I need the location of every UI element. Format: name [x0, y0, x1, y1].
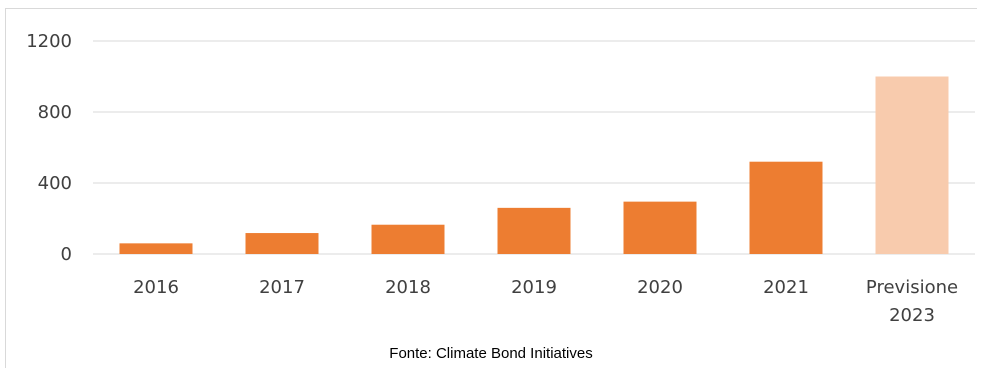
x-tick-label: Previsione 2023 [866, 277, 958, 326]
chart-source-note: Fonte: Climate Bond Initiatives [389, 345, 592, 362]
x-tick-label: 2017 [259, 277, 305, 298]
y-tick-label: 800 [38, 102, 72, 123]
x-tick-label: 2020 [637, 277, 683, 298]
y-tick-label: 0 [61, 244, 72, 265]
bar-previsione-2023 [875, 76, 949, 254]
y-tick-label: 1200 [26, 31, 72, 52]
x-axis-tick-labels: 2016 2017 2018 2019 2020 2021 Previsione 2023 [133, 277, 958, 326]
bar-2020 [623, 201, 697, 254]
y-tick-label: 400 [38, 173, 72, 194]
bar-2017 [245, 233, 319, 254]
x-tick-label: 2021 [763, 277, 809, 298]
y-axis-tick-labels: 0 400 800 1200 [26, 31, 72, 265]
chart-frame [5, 8, 977, 368]
x-tick-label: 2019 [511, 277, 557, 298]
x-tick-label: 2016 [133, 277, 179, 298]
x-tick-label: 2018 [385, 277, 431, 298]
bar-2016 [119, 243, 193, 254]
bar-2021 [749, 161, 823, 254]
bars [119, 76, 949, 254]
bar-2018 [371, 224, 445, 254]
bar-2019 [497, 207, 571, 254]
